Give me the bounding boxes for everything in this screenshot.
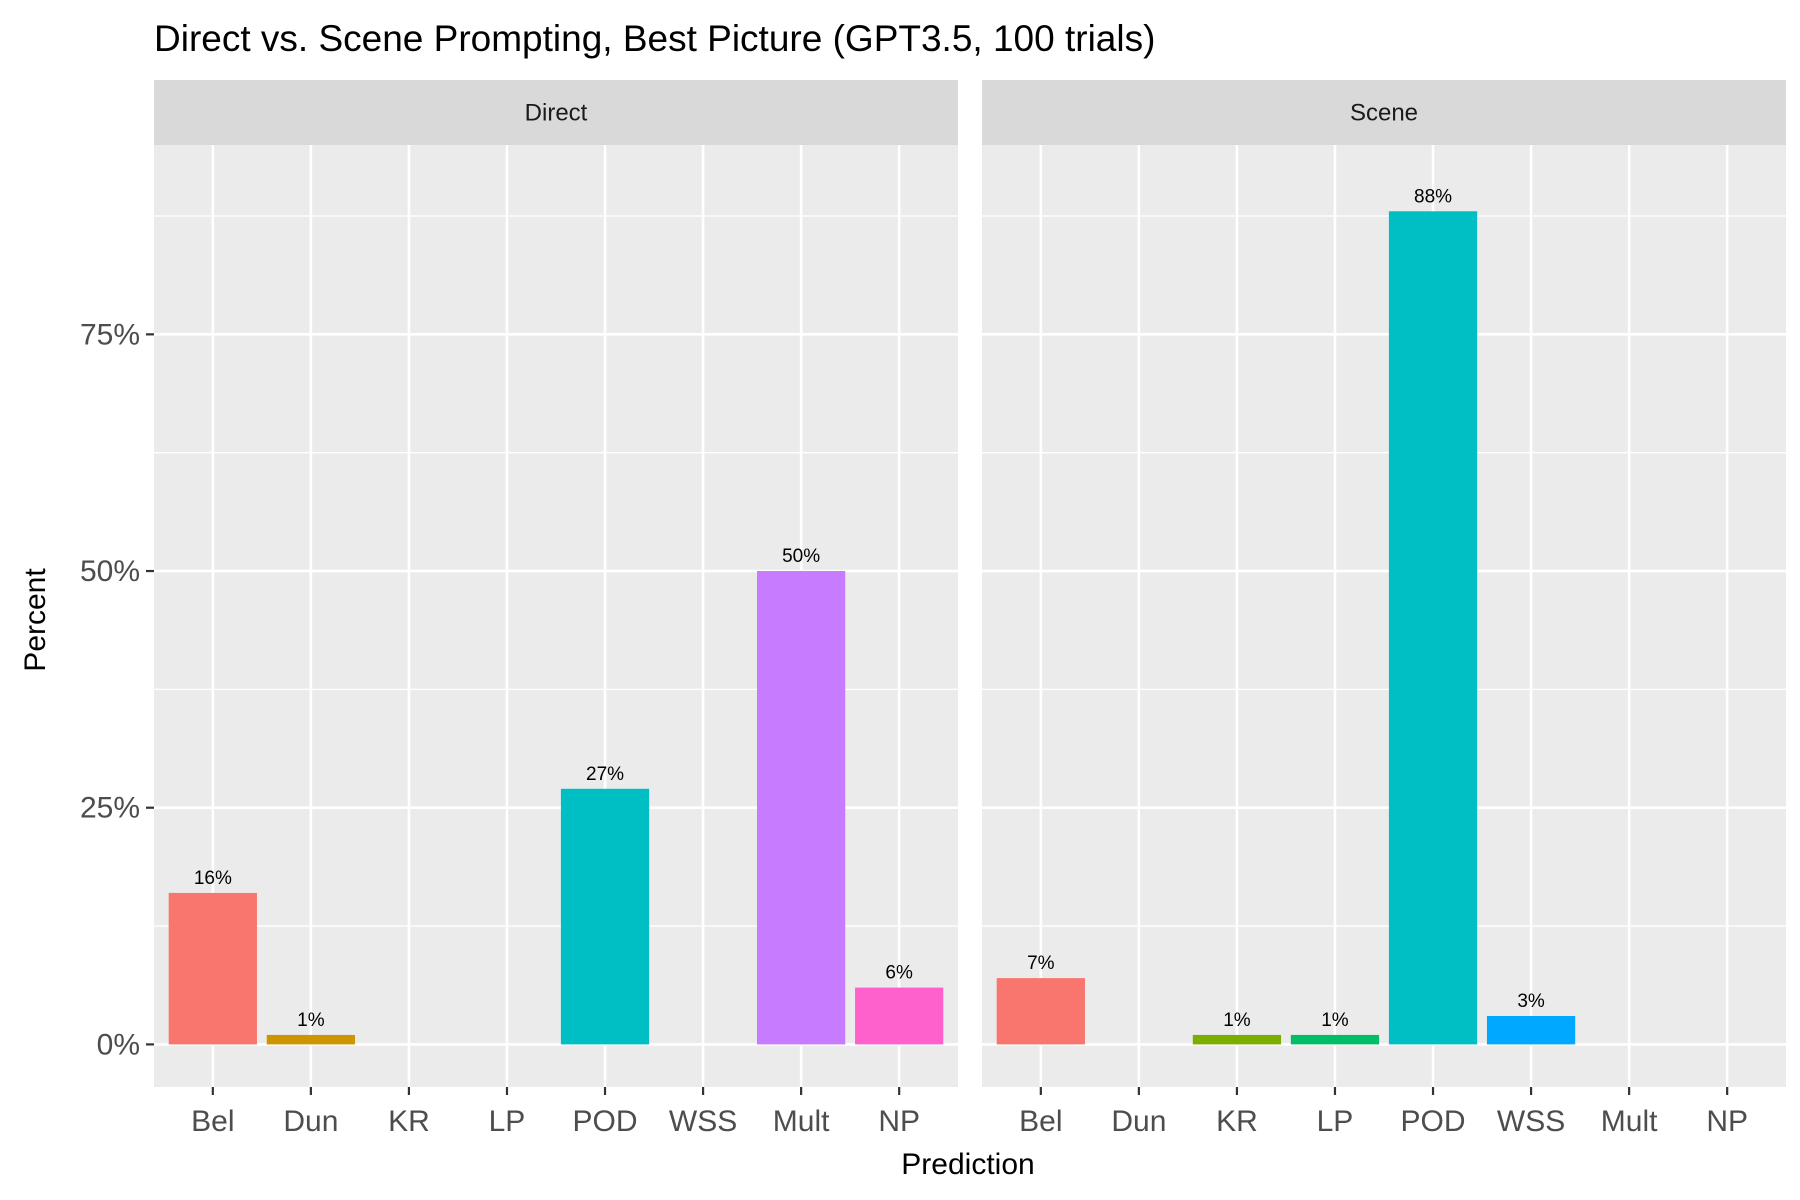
bar-scene-lp bbox=[1290, 1034, 1380, 1045]
facet-panel-direct: Direct 16% 1% 27% 50% 6% Bel Dun KR LP POD WSS Mult N… bbox=[154, 80, 958, 1138]
x-tick-label-np: NP bbox=[878, 1105, 920, 1138]
data-label-scene-pod: 88% bbox=[1414, 186, 1452, 207]
x-tick-label-np: NP bbox=[1706, 1105, 1748, 1138]
panel-background bbox=[982, 145, 1786, 1087]
x-tick-label-dun: Dun bbox=[283, 1105, 338, 1138]
bar-scene-pod bbox=[1388, 211, 1478, 1045]
x-axis-title: Prediction bbox=[901, 1148, 1034, 1181]
x-tick-label-wss: WSS bbox=[669, 1105, 737, 1138]
x-tick-label-dun: Dun bbox=[1111, 1105, 1166, 1138]
x-tick-label-pod: POD bbox=[1401, 1105, 1466, 1138]
data-label-scene-lp: 1% bbox=[1321, 1010, 1349, 1031]
facet-panels: Direct 16% 1% 27% 50% 6% Bel Dun KR LP POD WSS Mult N… bbox=[154, 80, 1786, 1138]
y-tick-label: 50% bbox=[80, 555, 140, 588]
x-tick-label-lp: LP bbox=[1317, 1105, 1354, 1138]
facet-strip bbox=[154, 80, 958, 145]
y-axis-title: Percent bbox=[19, 568, 52, 672]
chart-title: Direct vs. Scene Prompting, Best Picture… bbox=[154, 18, 1155, 59]
facet-strip bbox=[982, 80, 1786, 145]
y-tick-label: 25% bbox=[80, 792, 140, 825]
bar-scene-wss bbox=[1486, 1015, 1576, 1045]
bar-scene-bel bbox=[996, 978, 1085, 1045]
data-label-scene-kr: 1% bbox=[1223, 1010, 1251, 1031]
bar-direct-bel bbox=[168, 892, 257, 1045]
x-tick-label-kr: KR bbox=[388, 1105, 430, 1138]
y-tick-label: 75% bbox=[80, 318, 140, 351]
x-tick-label-pod: POD bbox=[573, 1105, 638, 1138]
data-label-direct-dun: 1% bbox=[297, 1010, 325, 1031]
data-label-direct-bel: 16% bbox=[194, 868, 232, 889]
bar-scene-kr bbox=[1192, 1034, 1282, 1045]
data-label-direct-np: 6% bbox=[885, 963, 913, 984]
x-tick-label-mult: Mult bbox=[773, 1105, 830, 1138]
x-tick-label-wss: WSS bbox=[1497, 1105, 1565, 1138]
bar-direct-mult bbox=[757, 571, 846, 1045]
facet-panel-scene: Scene 7% 1% 1% 88% 3% Bel Dun KR LP POD WSS Mult NP bbox=[982, 80, 1786, 1138]
bar-direct-dun bbox=[266, 1034, 355, 1045]
x-tick-label-bel: Bel bbox=[191, 1105, 234, 1138]
data-label-scene-bel: 7% bbox=[1027, 953, 1055, 974]
y-tick-label: 0% bbox=[97, 1028, 140, 1061]
facet-strip-label: Direct bbox=[525, 100, 588, 127]
data-label-direct-mult: 50% bbox=[782, 546, 820, 567]
bar-direct-pod bbox=[560, 788, 650, 1045]
data-label-scene-wss: 3% bbox=[1517, 991, 1545, 1012]
facet-strip-label: Scene bbox=[1350, 100, 1418, 127]
x-tick-label-lp: LP bbox=[489, 1105, 526, 1138]
data-label-direct-pod: 27% bbox=[586, 764, 624, 785]
x-tick-label-mult: Mult bbox=[1601, 1105, 1658, 1138]
bar-direct-np bbox=[855, 987, 944, 1045]
x-tick-label-bel: Bel bbox=[1019, 1105, 1062, 1138]
x-tick-label-kr: KR bbox=[1216, 1105, 1258, 1138]
y-axis: 0% 25% 50% 75% bbox=[80, 318, 154, 1061]
